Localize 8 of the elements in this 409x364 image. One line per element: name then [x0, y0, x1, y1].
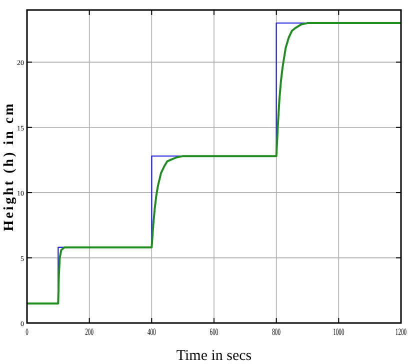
x-axis-title: Time in secs [176, 348, 252, 364]
x-tick-label: 200 [85, 326, 94, 338]
x-tick-label: 1000 [333, 326, 344, 338]
x-tick-label: 600 [210, 326, 218, 338]
y-axis-title: Height (h) in cm [2, 102, 17, 232]
x-tick-label: 1200 [395, 326, 407, 338]
x-tick-label: 800 [272, 326, 281, 338]
x-tick-label: 400 [147, 326, 156, 338]
